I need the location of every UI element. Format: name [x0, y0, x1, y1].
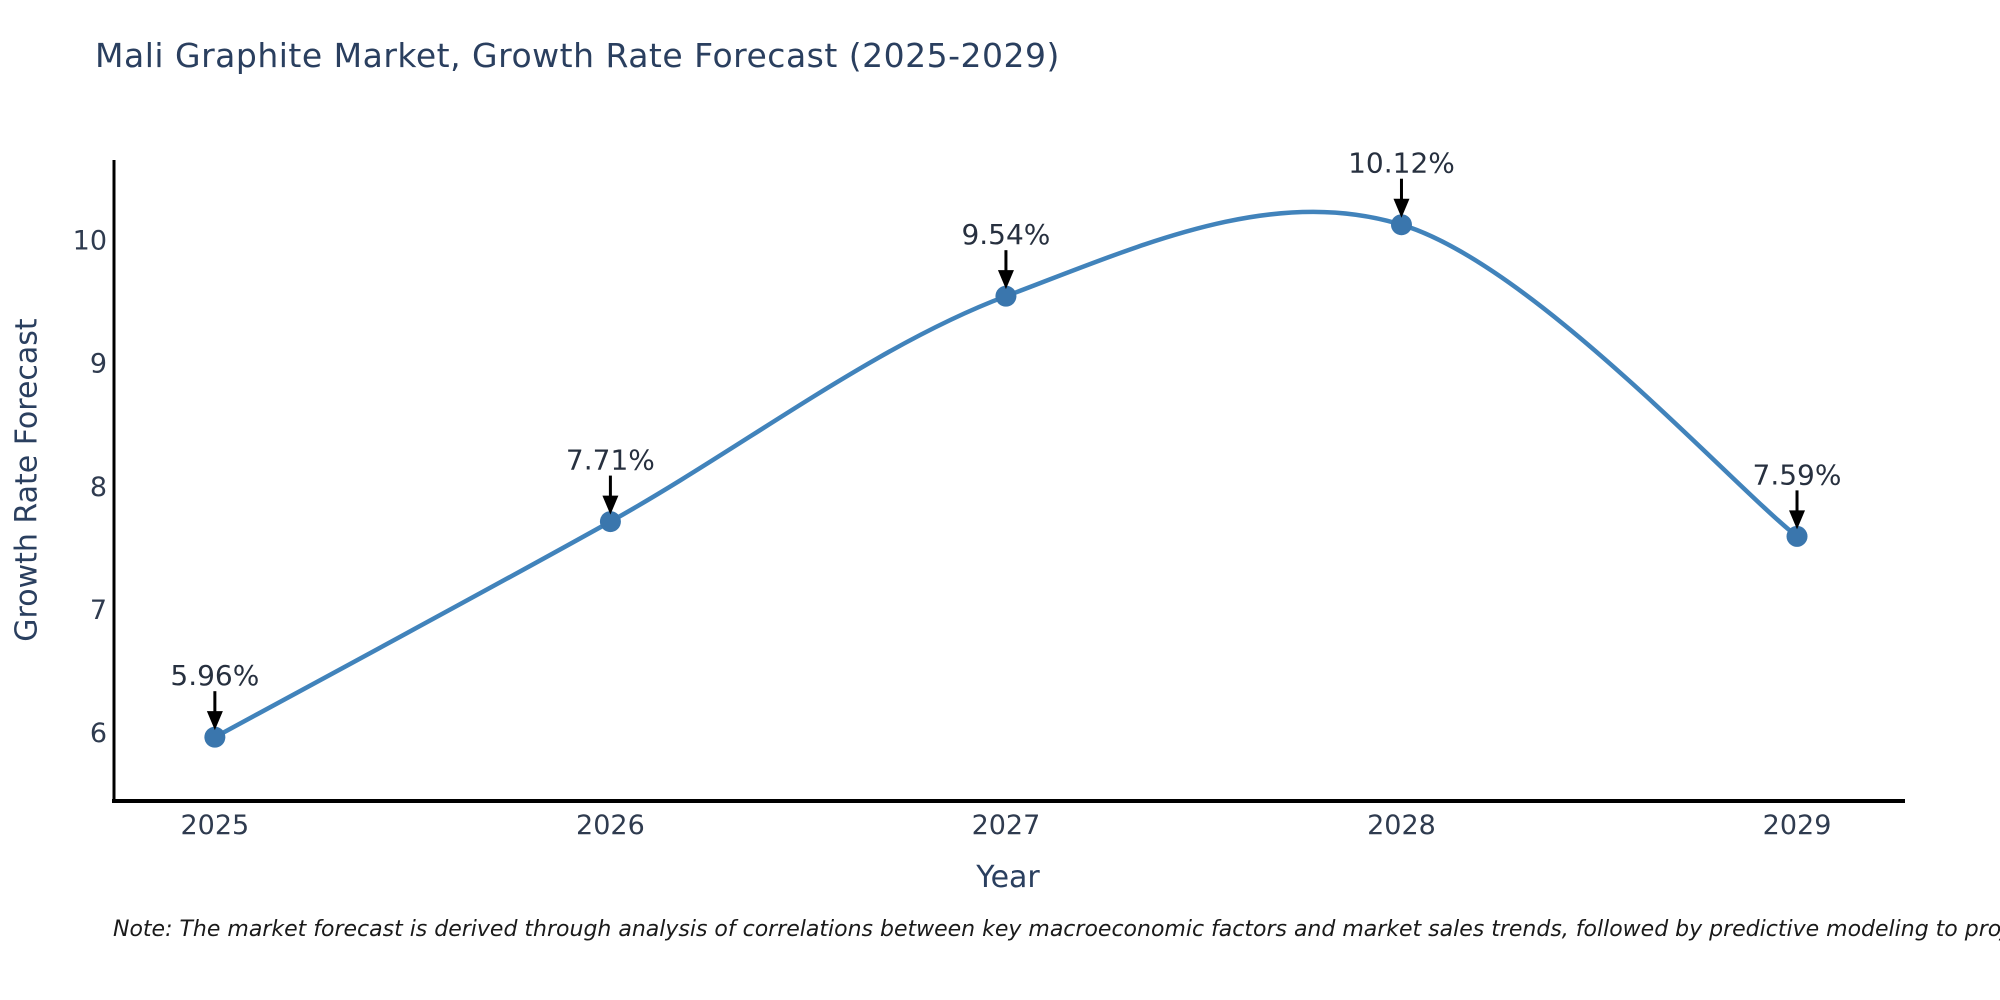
x-tick-label: 2029: [1763, 810, 1832, 841]
annotation-arrow-head: [1393, 198, 1410, 218]
annotation-arrow-head: [1789, 510, 1806, 530]
x-tick-label: 2026: [576, 810, 645, 841]
y-tick-label: 8: [90, 472, 107, 503]
annotation-label: 5.96%: [170, 659, 259, 692]
data-point-marker: [995, 285, 1017, 307]
annotation-label: 7.59%: [1753, 458, 1842, 491]
annotation-arrow-head: [602, 495, 619, 515]
x-tick-label: 2025: [181, 810, 250, 841]
annotation-label: 9.54%: [961, 218, 1050, 251]
annotation-label: 7.71%: [566, 444, 655, 477]
x-tick-label: 2027: [972, 810, 1041, 841]
data-point-marker: [1390, 214, 1412, 236]
data-point-marker: [599, 511, 621, 533]
x-axis-title: Year: [976, 860, 1040, 895]
data-point-marker: [204, 726, 226, 748]
annotation-arrow-head: [206, 711, 223, 731]
y-tick-label: 6: [90, 718, 107, 749]
y-tick-label: 9: [90, 349, 107, 380]
chart-title: Mali Graphite Market, Growth Rate Foreca…: [95, 36, 1060, 75]
annotation-arrow-head: [997, 270, 1014, 290]
footnote: Note: The market forecast is derived thr…: [113, 917, 2000, 942]
data-point-marker: [1786, 525, 1808, 547]
y-tick-label: 10: [73, 225, 107, 256]
y-tick-label: 7: [90, 595, 107, 626]
x-tick-label: 2028: [1367, 810, 1436, 841]
annotation-label: 10.12%: [1348, 147, 1455, 180]
